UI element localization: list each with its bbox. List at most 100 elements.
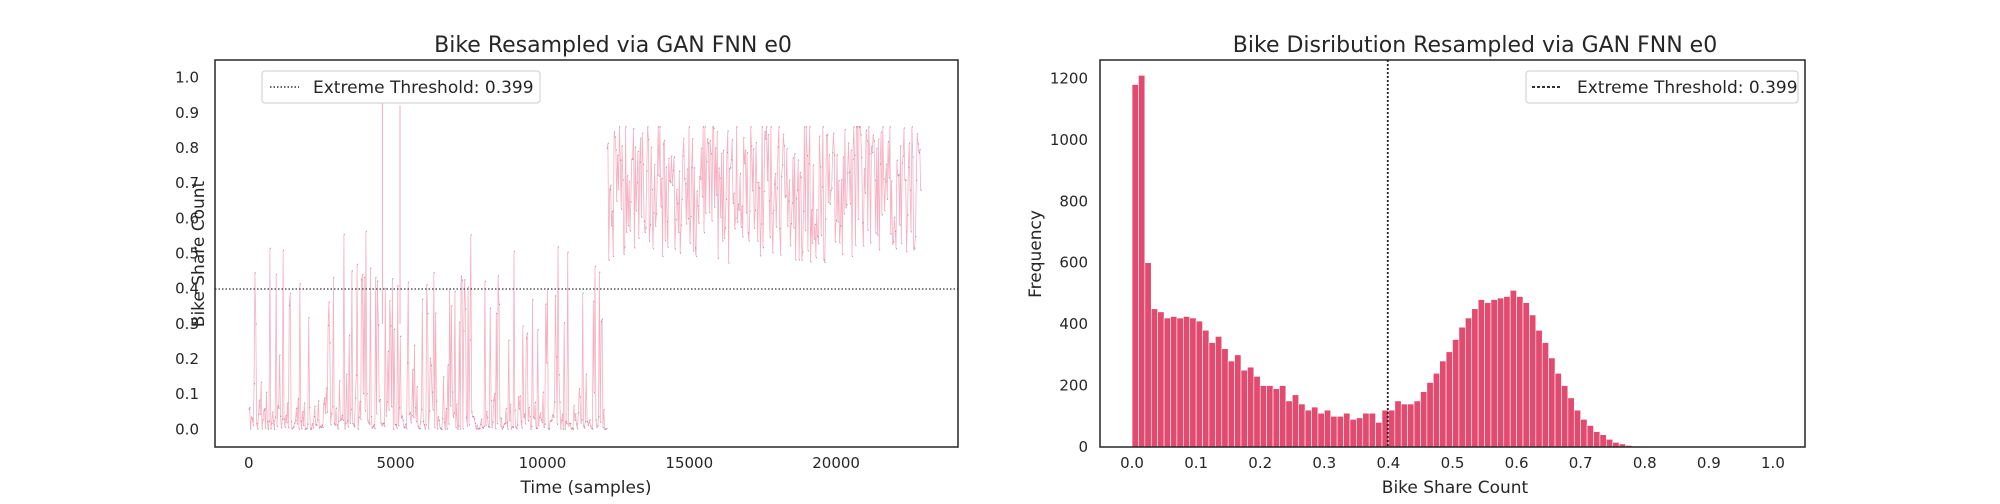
histogram-bar — [1440, 361, 1446, 447]
histogram-bar — [1491, 300, 1497, 447]
histogram-bar — [1517, 297, 1523, 448]
histogram-bar — [1228, 361, 1234, 447]
y-tick-label: 600 — [1059, 254, 1088, 272]
chart-title: Bike Resampled via GAN FNN e0 — [434, 33, 792, 58]
x-tick-label: 0.1 — [1184, 454, 1208, 472]
histogram-bar — [1318, 413, 1324, 447]
histogram-bar — [1331, 416, 1337, 447]
histogram-bar — [1376, 422, 1382, 447]
time-series-marks — [249, 102, 922, 429]
histogram-bar — [1203, 330, 1209, 447]
histogram-bars — [1132, 75, 1773, 447]
histogram-bar — [1453, 340, 1459, 448]
histogram-bar — [1267, 386, 1273, 447]
histogram-bar — [1177, 318, 1183, 447]
histogram-bar — [1254, 376, 1260, 447]
histogram-bar — [1171, 316, 1177, 447]
y-tick-label: 1.0 — [175, 69, 199, 87]
histogram-bar — [1356, 418, 1362, 447]
histogram-bar — [1190, 318, 1196, 447]
legend: Extreme Threshold: 0.399 — [262, 71, 540, 103]
histogram-bar — [1536, 330, 1542, 447]
histogram-bar — [1549, 358, 1555, 447]
histogram-bar — [1279, 386, 1285, 447]
histogram-bar — [1568, 398, 1574, 447]
x-axis-label: Bike Share Count — [1382, 478, 1529, 498]
histogram-bar — [1183, 316, 1189, 447]
histogram-bar — [1459, 327, 1465, 447]
histogram-bar — [1529, 315, 1535, 447]
histogram-bar — [1574, 410, 1580, 447]
x-tick-label: 0 — [244, 454, 254, 472]
histogram-bar — [1555, 373, 1561, 447]
histogram-bar — [1600, 435, 1606, 447]
series-line — [249, 231, 501, 429]
histogram-bar — [1324, 410, 1330, 447]
histogram-bar — [1446, 352, 1452, 447]
histogram-bar — [1587, 426, 1593, 448]
histogram-bar — [1145, 263, 1151, 447]
histogram-bar — [1581, 419, 1587, 447]
histogram-bar — [1369, 413, 1375, 447]
x-tick-label: 0.7 — [1569, 454, 1593, 472]
histogram-bar — [1414, 401, 1420, 447]
histogram-bar — [1510, 290, 1516, 447]
histogram-bar — [1305, 410, 1311, 447]
x-tick-label: 0.8 — [1633, 454, 1657, 472]
x-tick-label: 0.5 — [1441, 454, 1465, 472]
histogram-bar — [1427, 383, 1433, 448]
x-tick-label: 0.2 — [1248, 454, 1272, 472]
y-tick-label: 1000 — [1050, 131, 1088, 149]
chart-title: Bike Disribution Resampled via GAN FNN e… — [1233, 33, 1717, 58]
y-tick-label: 800 — [1059, 192, 1088, 210]
histogram-bar — [1209, 343, 1215, 447]
histogram-bar — [1312, 407, 1318, 447]
x-tick-label: 0.4 — [1376, 454, 1400, 472]
histogram-bar — [1292, 395, 1298, 447]
y-axis-label: Bike Share Count — [189, 180, 209, 327]
y-tick-label: 0.0 — [175, 420, 199, 438]
histogram-bar — [1401, 404, 1407, 447]
histogram-bar — [1151, 309, 1157, 447]
y-tick-label: 1200 — [1050, 69, 1088, 87]
x-axis-label: Time (samples) — [520, 478, 652, 498]
histogram-bar — [1523, 303, 1529, 447]
histogram-bar — [1260, 386, 1266, 447]
x-tick-label: 0.9 — [1697, 454, 1721, 472]
legend-entry: Extreme Threshold: 0.399 — [313, 78, 534, 98]
histogram-bar — [1542, 343, 1548, 447]
histogram-bar — [1164, 318, 1170, 447]
y-tick-label: 0 — [1078, 438, 1088, 456]
histogram-bar — [1344, 413, 1350, 447]
histogram-bar — [1337, 416, 1343, 447]
histogram-bar — [1465, 318, 1471, 447]
y-tick-label: 0.1 — [175, 385, 199, 403]
histogram-bar — [1395, 401, 1401, 447]
histogram-bar — [1241, 370, 1247, 447]
x-tick-label: 20000 — [812, 454, 860, 472]
histogram-bar — [1478, 300, 1484, 447]
x-tick-label: 0.3 — [1312, 454, 1336, 472]
histogram-bar — [1485, 303, 1491, 447]
x-tick-label: 10000 — [519, 454, 567, 472]
x-tick-label: 0.0 — [1120, 454, 1144, 472]
histogram-bar — [1132, 85, 1138, 447]
histogram-bar — [1561, 386, 1567, 447]
x-tick-label: 0.6 — [1505, 454, 1529, 472]
histogram-bar — [1363, 413, 1369, 447]
histogram-bar — [1222, 349, 1228, 447]
histogram-bar — [1286, 401, 1292, 447]
x-tick-label: 15000 — [665, 454, 713, 472]
histogram-bar — [1497, 298, 1503, 447]
y-tick-label: 0.2 — [175, 350, 199, 368]
y-axis-label: Frequency — [1026, 210, 1046, 298]
y-tick-label: 400 — [1059, 315, 1088, 333]
legend: Extreme Threshold: 0.399 — [1526, 71, 1798, 103]
series-line — [607, 127, 921, 263]
histogram-bar — [1235, 355, 1241, 447]
